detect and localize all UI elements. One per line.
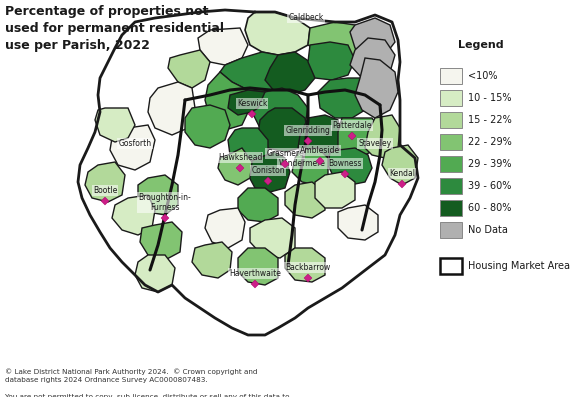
Text: Broughton-in-
Furness: Broughton-in- Furness [139,193,192,212]
Text: Staveley: Staveley [359,139,392,148]
Polygon shape [250,218,295,258]
Polygon shape [220,52,285,92]
Polygon shape [168,50,210,88]
Polygon shape [238,188,278,222]
Text: Gosforth: Gosforth [119,139,152,148]
Polygon shape [192,242,232,278]
Polygon shape [140,222,182,260]
Text: Percentage of properties not
used for permanent residential
use per Parish, 2022: Percentage of properties not used for pe… [5,5,224,52]
Polygon shape [355,58,398,118]
Polygon shape [135,255,175,292]
Text: Grasmere: Grasmere [266,149,304,158]
Bar [440,258,462,274]
Text: Backbarrow: Backbarrow [286,263,331,272]
Text: Caldbeck: Caldbeck [288,13,324,22]
Text: Hawkshead: Hawkshead [218,153,262,162]
Polygon shape [95,108,135,142]
Bar [440,156,462,172]
Polygon shape [328,148,372,185]
Polygon shape [382,145,418,185]
Polygon shape [110,125,155,170]
Polygon shape [185,105,230,148]
Polygon shape [85,162,125,202]
Text: Glenridding: Glenridding [286,126,331,135]
Text: Ambleside: Ambleside [300,146,340,155]
Text: 60 - 80%: 60 - 80% [468,203,511,213]
Polygon shape [318,78,368,118]
Polygon shape [205,72,250,130]
Polygon shape [248,152,290,192]
Polygon shape [148,82,195,135]
Bar [440,222,462,238]
Text: 39 - 60%: 39 - 60% [468,181,511,191]
Text: Bootle: Bootle [93,186,117,195]
Text: <10%: <10% [468,71,498,81]
Polygon shape [252,88,308,135]
Text: Coniston: Coniston [251,166,285,175]
Polygon shape [258,108,308,152]
Text: Keswick: Keswick [237,99,267,108]
Text: Haverthwaite: Haverthwaite [229,269,281,278]
Polygon shape [228,90,265,115]
Bar [440,112,462,128]
Polygon shape [298,115,342,158]
Polygon shape [338,205,378,240]
Bar [440,90,462,106]
Text: Legend: Legend [458,40,504,50]
Polygon shape [285,248,325,282]
Polygon shape [228,128,268,168]
Polygon shape [285,182,325,218]
Polygon shape [112,195,155,235]
Text: 10 - 15%: 10 - 15% [468,93,511,103]
Text: Patterdale: Patterdale [332,121,372,130]
Polygon shape [308,42,355,80]
Polygon shape [308,22,368,60]
Text: Bowness: Bowness [328,159,362,168]
Text: 22 - 29%: 22 - 29% [468,137,512,147]
Polygon shape [138,175,178,215]
Bar [440,178,462,194]
Polygon shape [350,18,395,58]
Polygon shape [238,248,278,285]
Polygon shape [292,148,328,185]
Text: Windermere: Windermere [279,159,325,168]
Bar [440,200,462,216]
Text: 15 - 22%: 15 - 22% [468,115,512,125]
Polygon shape [245,12,310,55]
Polygon shape [350,38,395,80]
Text: Housing Market Areas: Housing Market Areas [468,261,570,271]
Polygon shape [265,52,315,95]
Text: 29 - 39%: 29 - 39% [468,159,511,169]
Polygon shape [315,172,355,208]
Polygon shape [205,208,245,248]
Bar [440,134,462,150]
Text: No Data: No Data [468,225,508,235]
Bar [440,68,462,84]
Text: Kendal: Kendal [389,169,415,178]
Polygon shape [365,115,400,158]
Polygon shape [218,148,252,185]
Polygon shape [198,28,248,65]
Polygon shape [338,118,380,155]
Text: © Lake District National Park Authority 2024.  © Crown copyright and
database ri: © Lake District National Park Authority … [5,368,290,397]
